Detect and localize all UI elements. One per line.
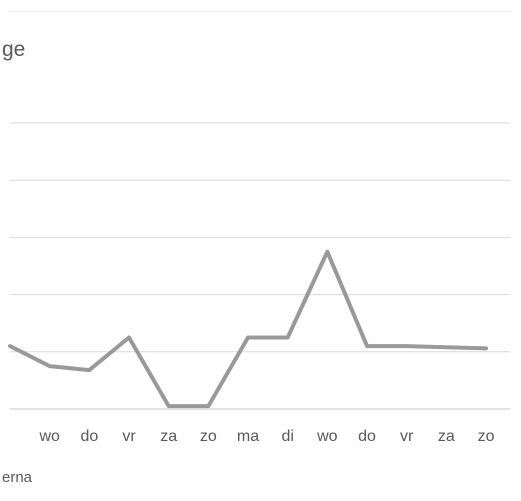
x-tick-label: vr (122, 428, 136, 445)
x-tick-label: za (438, 428, 455, 445)
x-tick-label: za (160, 428, 177, 445)
series-line (8, 249, 489, 409)
x-tick-label: do (80, 428, 98, 445)
chart-top-border (10, 11, 510, 12)
x-tick-label: wo (38, 428, 60, 445)
data-point (486, 348, 487, 349)
data-point (49, 366, 50, 367)
data-point (287, 337, 288, 338)
grid-lines (10, 122, 510, 410)
x-tick-label: ma (237, 428, 259, 445)
data-point (367, 346, 368, 347)
x-tick-labels: wo do vr za zo ma di wo do vr za zo (38, 428, 494, 445)
x-tick-label: di (281, 428, 293, 445)
data-point (10, 346, 11, 347)
x-tick-label: vr (400, 428, 414, 445)
x-tick-label: zo (200, 428, 217, 445)
data-point (327, 251, 328, 252)
data-point (129, 337, 130, 338)
data-point (89, 370, 90, 371)
data-point (208, 406, 209, 407)
data-point (248, 337, 249, 338)
x-tick-label: zo (478, 428, 495, 445)
data-point (406, 346, 407, 347)
data-point (168, 406, 169, 407)
legend-entry: erna (2, 469, 33, 486)
x-tick-label: wo (316, 428, 338, 445)
x-tick-label: do (358, 428, 376, 445)
series-group (8, 249, 489, 409)
data-point (446, 347, 447, 348)
chart-title: ge (2, 38, 26, 61)
